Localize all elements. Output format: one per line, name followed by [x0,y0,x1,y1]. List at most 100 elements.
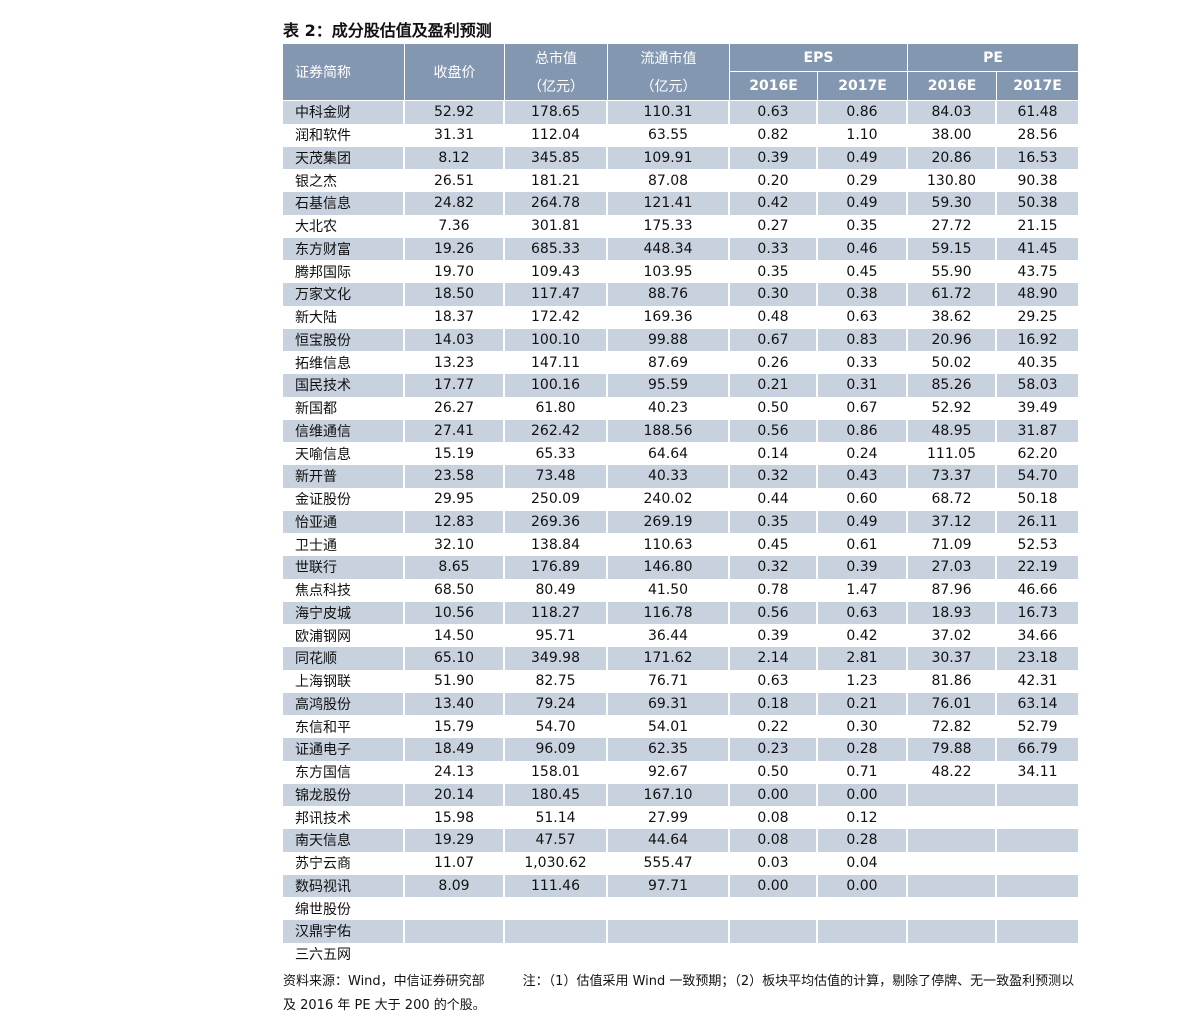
cell: 118.27 [505,601,608,625]
cell: 27.41 [405,419,505,443]
cell: 95.59 [608,374,730,397]
cell: 55.90 [908,260,997,283]
cell: 54.01 [608,715,730,738]
cell: 石基信息 [283,192,405,215]
cell: 97.71 [608,874,730,898]
cell: 103.95 [608,260,730,283]
header-cell: 2017E [997,72,1078,100]
cell: 怡亚通 [283,510,405,534]
cell: 26.51 [405,169,505,192]
cell: 高鸿股份 [283,692,405,716]
cell: 0.86 [818,419,908,443]
cell: 138.84 [505,533,608,556]
cell: 26.11 [997,510,1078,534]
cell: 130.80 [908,169,997,192]
cell: 苏宁云商 [283,851,405,875]
cell: 0.42 [818,624,908,647]
cell: 证通电子 [283,738,405,761]
cell: 54.70 [505,715,608,738]
cell: 0.82 [730,123,818,147]
cell: 焦点科技 [283,578,405,602]
cell: 0.61 [818,533,908,556]
footer: 资料来源：Wind，中信证券研究部 注：（1）估值采用 Wind 一致预期；（2）… [283,970,1078,1018]
cell: 54.70 [997,465,1078,488]
cell: 448.34 [608,237,730,261]
cell: 0.56 [730,601,818,625]
header-cell: 收盘价 [405,44,505,100]
cell: 14.03 [405,328,505,352]
cell: 0.29 [818,169,908,192]
cell: 16.92 [997,328,1078,352]
cell: 188.56 [608,419,730,443]
cell: 41.45 [997,237,1078,261]
cell: 欧浦钢网 [283,624,405,647]
cell: 71.09 [908,533,997,556]
cell: 51.90 [405,669,505,693]
empty-cell [908,783,997,807]
cell: 南天信息 [283,829,405,852]
cell: 银之杰 [283,169,405,192]
cell: 80.49 [505,578,608,602]
cell: 58.03 [997,374,1078,397]
cell: 264.78 [505,192,608,215]
cell: 269.36 [505,510,608,534]
cell: 28.56 [997,123,1078,147]
cell: 0.43 [818,465,908,488]
header-cell: 2016E [908,72,997,100]
cell: 0.26 [730,351,818,374]
cell: 117.47 [505,283,608,306]
cell: 66.79 [997,738,1078,761]
cell: 0.14 [730,442,818,465]
cell: 18.49 [405,738,505,761]
cell: 301.81 [505,214,608,238]
cell: 112.04 [505,123,608,147]
empty-cell [505,897,608,920]
cell: 东方财富 [283,237,405,261]
empty-cell [405,920,505,943]
cell: 0.42 [730,192,818,215]
cell: 0.30 [730,283,818,306]
cell: 绵世股份 [283,897,405,920]
cell: 38.00 [908,123,997,147]
cell: 158.01 [505,760,608,784]
cell: 1.23 [818,669,908,693]
cell: 40.33 [608,465,730,488]
cell: 信维通信 [283,419,405,443]
cell: 三六五网 [283,942,405,966]
empty-cell [997,897,1078,920]
header-cell: PE [908,44,1078,72]
cell: 0.21 [730,374,818,397]
cell: 0.39 [730,146,818,170]
header-cell: 2016E [730,72,818,100]
cell: 8.65 [405,556,505,579]
cell: 99.88 [608,328,730,352]
cell: 0.03 [730,851,818,875]
empty-cell [908,829,997,852]
cell: 109.43 [505,260,608,283]
header-cell: 总市值 [505,44,608,72]
cell: 15.79 [405,715,505,738]
cell: 0.48 [730,305,818,329]
cell: 0.83 [818,328,908,352]
table-title: 表 2：成分股估值及盈利预测 [283,21,492,40]
cell: 68.50 [405,578,505,602]
empty-cell [997,783,1078,807]
cell: 37.12 [908,510,997,534]
cell: 润和软件 [283,123,405,147]
cell: 卫士通 [283,533,405,556]
cell: 23.58 [405,465,505,488]
empty-cell [730,920,818,943]
cell: 85.26 [908,374,997,397]
cell: 0.27 [730,214,818,238]
cell: 50.38 [997,192,1078,215]
source: 资料来源：Wind，中信证券研究部 [283,974,485,989]
cell: 73.48 [505,465,608,488]
cell: 50.18 [997,487,1078,511]
cell: 19.26 [405,237,505,261]
cell: 中科金财 [283,101,405,124]
cell: 0.22 [730,715,818,738]
cell: 181.21 [505,169,608,192]
cell: 新大陆 [283,305,405,329]
cell: 48.90 [997,283,1078,306]
cell: 146.80 [608,556,730,579]
